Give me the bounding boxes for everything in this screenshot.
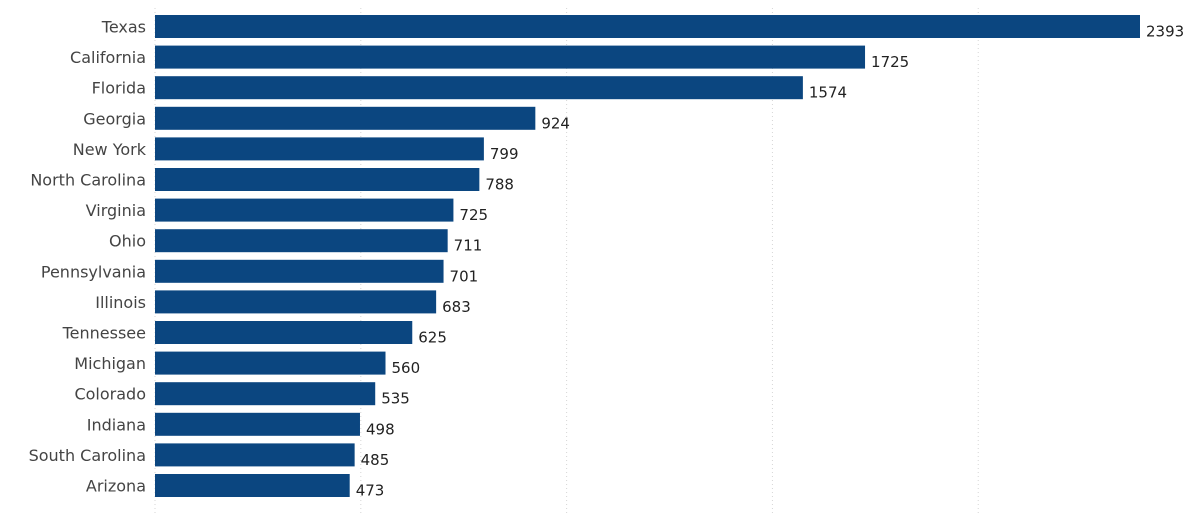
category-label: Ohio (109, 232, 146, 251)
data-label: 560 (392, 359, 421, 377)
category-label: Georgia (83, 109, 146, 128)
data-label: 711 (454, 237, 483, 255)
category-label: Virginia (86, 201, 146, 220)
data-label: 1725 (871, 53, 909, 71)
category-label: Indiana (87, 415, 146, 434)
bar-south-carolina (155, 443, 355, 467)
bar-arizona (155, 474, 350, 497)
data-label: 535 (381, 390, 410, 408)
data-label: 498 (366, 420, 395, 438)
category-label: New York (73, 140, 147, 159)
data-label: 701 (450, 267, 479, 285)
bar-tennessee (155, 321, 413, 344)
category-label: Tennessee (62, 324, 146, 343)
data-label: 473 (356, 482, 385, 500)
data-label: 683 (442, 298, 471, 316)
bar-ohio (155, 229, 448, 253)
category-label: Texas (101, 18, 146, 37)
data-label: 725 (459, 206, 488, 224)
bar-indiana (155, 412, 360, 436)
category-label: South Carolina (29, 446, 146, 465)
category-label: Colorado (74, 385, 146, 404)
category-label: North Carolina (30, 171, 146, 190)
category-label: Illinois (95, 293, 146, 312)
bar-michigan (155, 351, 386, 375)
category-label: Pennsylvania (41, 262, 146, 281)
data-label: 485 (361, 451, 390, 469)
data-label: 1574 (809, 84, 847, 102)
data-label: 788 (485, 176, 514, 194)
category-label: Michigan (74, 354, 146, 373)
category-label: Florida (92, 79, 146, 98)
data-label: 799 (490, 145, 519, 163)
bar-colorado (155, 382, 376, 406)
data-label: 2393 (1146, 23, 1184, 41)
bar-pennsylvania (155, 259, 444, 283)
bar-illinois (155, 290, 437, 314)
category-label: California (70, 48, 146, 67)
bar-north-carolina (155, 168, 480, 191)
category-label: Arizona (86, 477, 146, 496)
bar-virginia (155, 198, 454, 222)
data-label: 625 (418, 329, 447, 347)
bar-california (155, 45, 866, 69)
data-label: 924 (541, 114, 570, 132)
bar-georgia (155, 106, 536, 130)
bar-texas (155, 15, 1140, 38)
bar-new-york (155, 137, 484, 161)
bar-florida (155, 76, 803, 100)
